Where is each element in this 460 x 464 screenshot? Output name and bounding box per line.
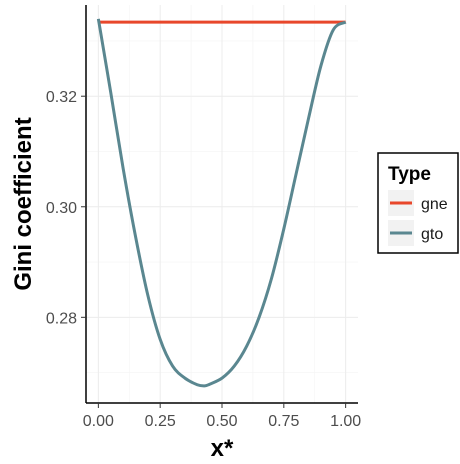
series-layer xyxy=(96,18,347,388)
x-tick-label: 0.00 xyxy=(83,413,114,430)
x-axis-ticks: 0.00 0.25 0.50 0.75 1.00 xyxy=(83,403,361,430)
y-axis-ticks: 0.28 0.30 0.32 xyxy=(46,89,86,327)
y-tick-label: 0.30 xyxy=(46,200,77,217)
y-tick-label: 0.28 xyxy=(46,310,77,327)
legend-label-gne: gne xyxy=(421,196,448,213)
legend-items: gne gto xyxy=(388,190,448,246)
plot-panel xyxy=(85,5,358,404)
x-tick-label: 1.00 xyxy=(330,413,361,430)
y-tick-label: 0.32 xyxy=(46,89,77,106)
series-line-gto xyxy=(96,18,347,388)
legend: Type gne gto xyxy=(377,152,459,254)
y-axis-title: Gini coefficient xyxy=(10,117,37,290)
x-tick-label: 0.25 xyxy=(145,413,176,430)
legend-title: Type xyxy=(388,164,431,185)
x-tick-label: 0.50 xyxy=(206,413,237,430)
x-tick-label: 0.75 xyxy=(268,413,299,430)
x-axis-title: x* xyxy=(211,435,234,462)
legend-label-gto: gto xyxy=(421,226,443,243)
